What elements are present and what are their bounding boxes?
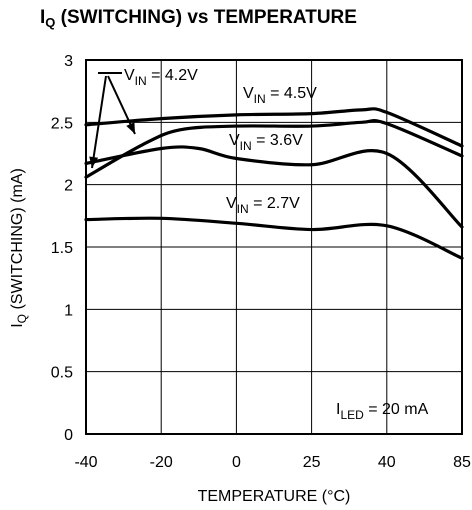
x-tick-label: 25 — [303, 454, 321, 471]
title-main: I — [40, 7, 46, 28]
series-line-3 — [84, 216, 464, 260]
x-tick-label: 85 — [453, 454, 471, 471]
y-tick-label: 0.5 — [51, 365, 73, 382]
chart-title: IQ (SWITCHING) vs TEMPERATURE — [40, 7, 357, 30]
x-tick-label: 40 — [378, 454, 396, 471]
x-axis-label: TEMPERATURE (°C) — [198, 488, 351, 505]
annotation-arrows — [89, 72, 136, 169]
series-line-2 — [84, 145, 464, 229]
x-tick-label: -40 — [74, 454, 97, 471]
label-vin-2-7-rest: = 2.7V — [249, 195, 300, 212]
y-axis-label-rest: (SWITCHING) (mA) — [9, 168, 26, 314]
y-tick-label: 3 — [64, 53, 73, 70]
y-axis-label-main: I — [9, 323, 26, 327]
plot-frame — [85, 59, 463, 435]
y-tick-label: 1 — [64, 302, 73, 319]
label-vin-4-2-sub: IN — [135, 74, 147, 88]
x-tick-labels: -40 -20 0 25 40 85 — [74, 454, 471, 471]
series-line-0 — [84, 107, 464, 148]
label-vin-2-7-sub: IN — [237, 202, 249, 216]
label-iled-main: I — [336, 401, 340, 418]
title-rest: (SWITCHING) vs TEMPERATURE — [55, 7, 357, 28]
label-vin-4-5-rest: = 4.5V — [266, 85, 317, 102]
arrow-left-head — [89, 156, 99, 168]
label-vin-2-7-main: V — [226, 195, 237, 212]
label-vin-4-5-main: V — [243, 85, 254, 102]
y-axis-label: IQ (SWITCHING) (mA) — [9, 168, 29, 328]
arrow-left-shaft — [91, 75, 107, 169]
series-layer — [84, 107, 464, 260]
y-tick-labels: 0 0.5 1 1.5 2 2.5 3 — [51, 53, 73, 444]
label-vin-3-6-rest: = 3.6V — [252, 132, 303, 149]
arrow-right-head — [126, 122, 135, 134]
grid — [86, 60, 462, 434]
y-tick-label: 2.5 — [51, 115, 73, 132]
y-axis-label-sub: Q — [15, 314, 29, 323]
label-vin-4-5: VIN = 4.5V — [243, 85, 317, 106]
label-vin-4-2-rest: = 4.2V — [147, 67, 198, 84]
label-iled: ILED = 20 mA — [336, 401, 429, 422]
x-tick-label: 0 — [232, 454, 241, 471]
y-tick-label: 1.5 — [51, 240, 73, 257]
label-iled-rest: = 20 mA — [364, 401, 429, 418]
label-vin-3-6-sub: IN — [240, 139, 252, 153]
y-tick-label: 2 — [64, 178, 73, 195]
label-vin-4-2-main: V — [124, 67, 135, 84]
series-line-1 — [84, 119, 464, 179]
y-tick-label: 0 — [64, 427, 73, 444]
label-vin-4-5-sub: IN — [254, 92, 266, 106]
label-vin-3-6: VIN = 3.6V — [229, 132, 303, 153]
title-subscript: Q — [45, 15, 56, 30]
label-vin-2-7: VIN = 2.7V — [226, 195, 300, 216]
label-iled-sub: LED — [340, 408, 364, 422]
label-vin-4-2: VIN = 4.2V — [124, 67, 198, 88]
label-vin-3-6-main: V — [229, 132, 240, 149]
x-tick-label: -20 — [150, 454, 173, 471]
